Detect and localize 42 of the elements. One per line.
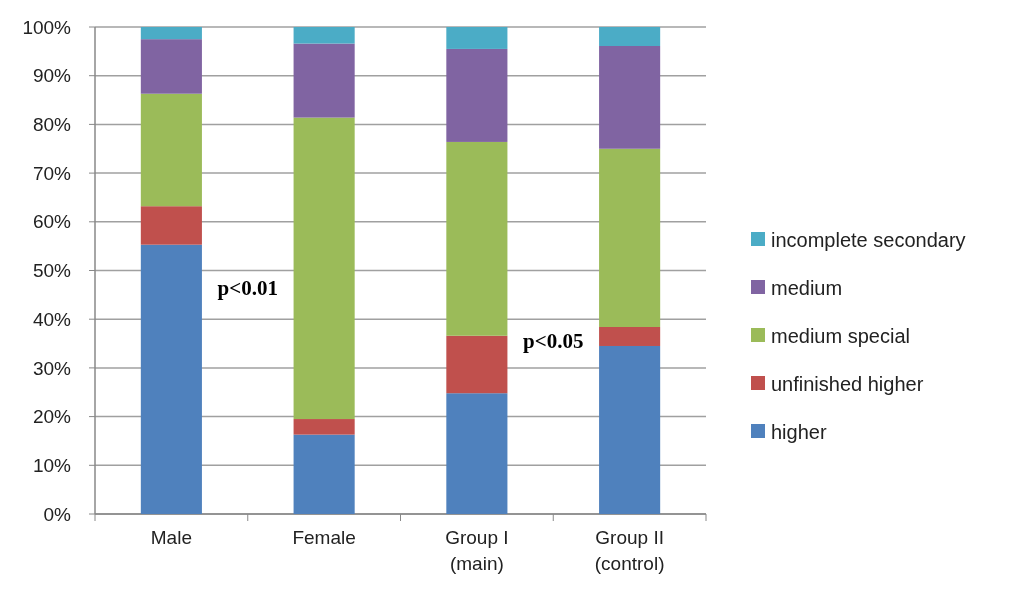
bar [599,45,661,149]
x-tick-label: Male [150,527,192,548]
x-tick-label: Female [292,527,356,548]
y-tick-label: 80% [32,114,72,136]
x-tick-label: Group II (control) [594,527,665,574]
bar [293,117,355,420]
y-tick-label: 10% [32,454,72,476]
bar [293,43,355,118]
bar [446,393,508,514]
bar [140,27,202,40]
legend-label: higher [771,421,827,443]
bar [140,206,202,245]
y-tick-label: 70% [32,162,72,184]
bar [599,326,661,346]
bar [293,434,355,514]
y-tick-label: 30% [32,357,72,379]
bar [446,141,508,336]
bar [140,244,202,514]
bar [599,345,661,514]
annotation: p<0.05 [523,329,584,354]
y-tick-label: 50% [32,260,72,282]
bar [293,27,355,44]
y-tick-label: 90% [32,65,72,87]
legend-label: medium special [771,325,910,347]
bar [140,39,202,94]
bar [599,27,661,46]
y-tick-label: 20% [32,406,72,428]
bar [446,27,508,49]
legend-label: unfinished higher [771,373,924,395]
legend-label: medium [771,277,843,299]
y-tick-label: 0% [43,503,72,525]
y-tick-label: 60% [32,211,72,233]
bar [446,335,508,394]
y-tick-label: 40% [32,308,72,330]
bar [446,48,508,142]
x-tick-label: Group I (main) [445,527,509,574]
annotation: p<0.01 [217,275,278,300]
bar [140,93,202,207]
y-tick-label: 100% [22,16,72,38]
bar [293,419,355,435]
bar [599,148,661,327]
legend-label: incomplete secondary [771,229,966,251]
